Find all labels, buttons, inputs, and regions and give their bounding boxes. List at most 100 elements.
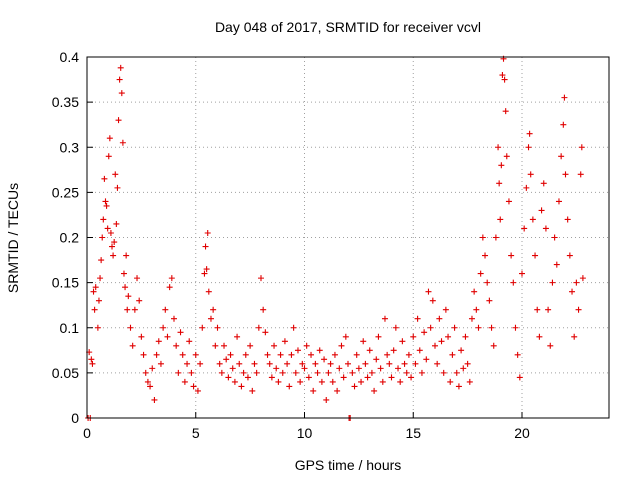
data-point — [171, 315, 177, 322]
y-tick-label: 0 — [71, 410, 79, 426]
data-point — [106, 135, 113, 142]
data-point — [114, 184, 121, 191]
data-point — [227, 351, 234, 358]
data-point — [316, 347, 323, 354]
data-point — [334, 387, 341, 394]
data-point — [90, 288, 97, 295]
data-point — [253, 369, 260, 376]
data-point — [497, 216, 504, 223]
data-point — [578, 144, 585, 151]
data-point — [104, 225, 111, 232]
y-tick-label: 0.4 — [60, 49, 80, 65]
x-tick-label: 10 — [297, 425, 313, 441]
data-point — [434, 360, 441, 367]
data-point — [255, 324, 262, 331]
x-tick-label: 5 — [192, 425, 200, 441]
data-point — [577, 171, 584, 178]
data-point — [223, 356, 230, 363]
data-point — [529, 216, 536, 223]
data-point — [249, 387, 256, 394]
data-point — [271, 342, 278, 349]
data-point — [342, 333, 349, 340]
data-point — [473, 306, 480, 313]
data-point — [436, 315, 443, 322]
data-point — [236, 360, 243, 367]
data-point — [294, 347, 301, 354]
data-point — [214, 324, 221, 331]
data-point — [416, 347, 423, 354]
data-point — [501, 76, 508, 83]
data-point — [503, 153, 510, 160]
data-point — [218, 369, 225, 376]
data-point — [392, 324, 399, 331]
data-point — [229, 365, 236, 372]
data-point — [323, 396, 330, 403]
data-point — [569, 288, 576, 295]
data-point — [312, 360, 319, 367]
data-point — [117, 64, 124, 71]
data-point — [184, 360, 191, 367]
data-point — [340, 374, 347, 381]
x-axis-label: GPS time / hours — [295, 457, 402, 473]
data-point — [221, 342, 228, 349]
data-point — [445, 333, 452, 340]
data-point — [384, 351, 391, 358]
data-point — [458, 347, 465, 354]
chart-title: Day 048 of 2017, SRMTID for receiver vcv… — [215, 19, 481, 35]
data-point — [464, 360, 471, 367]
data-point — [89, 360, 96, 367]
data-point — [496, 180, 503, 187]
data-point — [203, 266, 210, 273]
data-point — [192, 351, 199, 358]
data-point — [127, 324, 134, 331]
data-point — [149, 365, 156, 372]
data-point — [88, 356, 95, 363]
data-point — [560, 121, 567, 128]
data-point — [175, 369, 182, 376]
data-point — [401, 360, 408, 367]
data-point — [207, 315, 214, 322]
data-point — [204, 229, 211, 236]
data-point — [526, 130, 533, 137]
data-point — [519, 270, 525, 277]
data-point — [292, 369, 299, 376]
data-point — [514, 351, 521, 358]
data-point — [379, 378, 386, 385]
data-point — [508, 252, 515, 259]
data-point — [103, 202, 110, 209]
data-point — [284, 360, 291, 367]
data-point — [202, 243, 209, 250]
data-point — [160, 324, 167, 331]
data-point — [479, 234, 486, 241]
data-point — [364, 374, 371, 381]
data-point — [288, 351, 295, 358]
data-point — [310, 387, 317, 394]
data-point — [112, 171, 119, 178]
data-point — [140, 351, 147, 358]
data-point — [260, 306, 267, 313]
data-point — [157, 360, 164, 367]
data-point — [155, 338, 162, 345]
data-point — [558, 153, 565, 160]
data-point — [498, 162, 505, 169]
data-point — [449, 351, 456, 358]
data-point — [403, 369, 410, 376]
data-point — [194, 387, 201, 394]
data-point — [460, 365, 467, 372]
data-point — [532, 252, 539, 259]
data-point — [286, 383, 293, 390]
data-point — [273, 365, 280, 372]
data-point — [562, 171, 569, 178]
data-point — [118, 90, 125, 97]
data-point — [308, 351, 315, 358]
data-point — [122, 284, 129, 291]
data-point — [331, 351, 338, 358]
data-point — [129, 342, 136, 349]
data-point — [429, 297, 436, 304]
data-point — [107, 229, 114, 236]
data-point — [325, 369, 332, 376]
data-point — [571, 333, 578, 340]
y-tick-label: 0.3 — [60, 139, 80, 155]
x-tick-label: 20 — [514, 425, 530, 441]
data-point — [418, 369, 425, 376]
